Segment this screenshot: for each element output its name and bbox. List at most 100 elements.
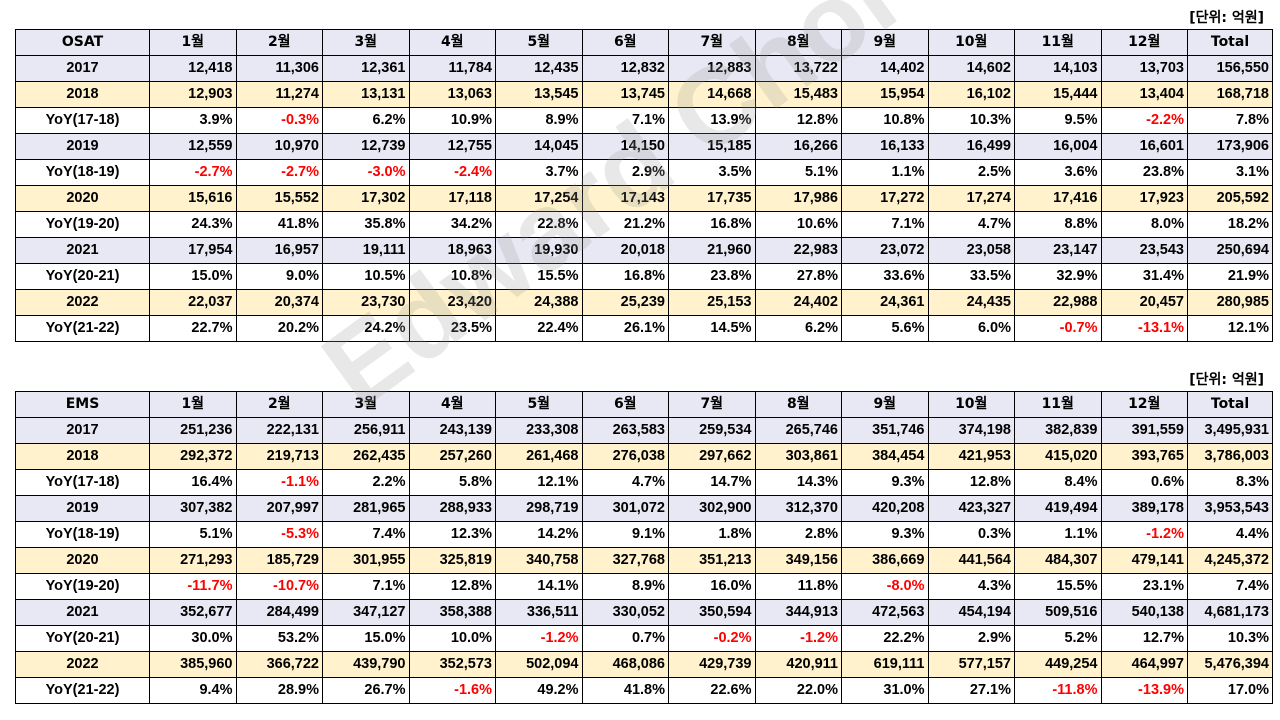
year-row: 2019 307,382 207,997 281,965 288,933 298,719 3…	[15, 495, 1273, 522]
year-row: 2022 385,960 366,722 439,790 352,573 502,094 4…	[15, 651, 1273, 678]
table-cell: 12,739	[322, 133, 410, 160]
table-cell: 276,038	[581, 443, 669, 470]
table-cell: 15.5%	[1014, 573, 1102, 600]
table-cell: 3.6%	[1014, 159, 1102, 186]
table-cell: 41.8%	[581, 677, 669, 704]
row-label: YoY(19-20)	[15, 573, 150, 600]
table-cell: 3,786,003	[1187, 443, 1273, 470]
table-cell: 13,545	[495, 81, 583, 108]
yoy-row: YoY(19-20) 24.3% 41.8% 35.8% 34.2% 22.8% 21.2%…	[15, 211, 1273, 238]
table-cell: 24,388	[495, 289, 583, 316]
table-cell: 20,018	[581, 237, 669, 264]
table-cell: 429,739	[668, 651, 756, 678]
table-cell: 28.9%	[235, 677, 323, 704]
table-cell: 15.5%	[495, 263, 583, 290]
yoy-row: YoY(18-19) -2.7% -2.7% -3.0% -2.4% 3.7% 2.9% 3.…	[15, 159, 1273, 186]
table-cell: 10.3%	[927, 107, 1015, 134]
column-header: 7월	[668, 391, 756, 418]
table-cell: 207,997	[235, 495, 323, 522]
table-cell: 19,930	[495, 237, 583, 264]
table-cell: 8.3%	[1187, 469, 1273, 496]
table-cell: 13.9%	[668, 107, 756, 134]
table-cell: 13,722	[754, 55, 842, 82]
column-header: 12월	[1100, 29, 1188, 56]
column-header: 4월	[408, 29, 496, 56]
column-header: 3월	[322, 29, 410, 56]
table-cell: 297,662	[668, 443, 756, 470]
table-cell: 219,713	[235, 443, 323, 470]
column-header: 1월	[149, 391, 237, 418]
table-cell: 298,719	[495, 495, 583, 522]
table-cell: 259,534	[668, 417, 756, 444]
table-cell: 12,903	[149, 81, 237, 108]
ems-table-body: 2017 251,236 222,131 256,911 243,139 233,308 2…	[15, 417, 1273, 704]
table-cell: 14,602	[927, 55, 1015, 82]
table-cell: 10.6%	[754, 211, 842, 238]
table-cell: 22,988	[1014, 289, 1102, 316]
table-cell: 6.2%	[322, 107, 410, 134]
table-cell: 468,086	[581, 651, 669, 678]
table-cell: 14,103	[1014, 55, 1102, 82]
table-cell: 250,694	[1187, 237, 1273, 264]
table-cell: 31.4%	[1100, 263, 1188, 290]
column-header: 5월	[495, 29, 583, 56]
row-label: 2017	[15, 417, 150, 444]
table-cell: 2.2%	[322, 469, 410, 496]
table-cell: 352,677	[149, 599, 237, 626]
table-cell: 17,274	[927, 185, 1015, 212]
table-cell: -0.7%	[1014, 315, 1102, 342]
table-cell: 3,953,543	[1187, 495, 1273, 522]
table-cell: 12,883	[668, 55, 756, 82]
table-cell: 0.6%	[1100, 469, 1188, 496]
table-cell: 32.9%	[1014, 263, 1102, 290]
table-cell: 17,272	[841, 185, 929, 212]
table-cell: 12,832	[581, 55, 669, 82]
table-cell: 439,790	[322, 651, 410, 678]
table-cell: 347,127	[322, 599, 410, 626]
table-cell: 14,150	[581, 133, 669, 160]
yoy-row: YoY(21-22) 22.7% 20.2% 24.2% 23.5% 22.4% 26.1%…	[15, 315, 1273, 342]
column-header: Total	[1187, 29, 1273, 56]
table-cell: 31.0%	[841, 677, 929, 704]
row-label: 2020	[15, 185, 150, 212]
osat-table-header: OSAT 1월 2월 3월 4월 5월 6월 7월 8월 9월 10월 11월 12월 Total	[15, 29, 1273, 56]
table-cell: 351,213	[668, 547, 756, 574]
table-cell: 22.4%	[495, 315, 583, 342]
column-header: 8월	[754, 29, 842, 56]
year-row: 2017 12,418 11,306 12,361 11,784 12,435 12,832…	[15, 55, 1273, 82]
table-cell: 484,307	[1014, 547, 1102, 574]
table-cell: 22.0%	[754, 677, 842, 704]
table-cell: -5.3%	[235, 521, 323, 548]
table-cell: -0.3%	[235, 107, 323, 134]
table-cell: 5,476,394	[1187, 651, 1273, 678]
table-cell: 9.1%	[581, 521, 669, 548]
column-header: 7월	[668, 29, 756, 56]
table-cell: 251,236	[149, 417, 237, 444]
row-label: YoY(18-19)	[15, 159, 150, 186]
table-cell: 9.0%	[235, 263, 323, 290]
table-cell: 307,382	[149, 495, 237, 522]
table-cell: 15,954	[841, 81, 929, 108]
table-cell: 2.8%	[754, 521, 842, 548]
table-cell: 10.5%	[322, 263, 410, 290]
table-cell: 17,735	[668, 185, 756, 212]
table-cell: 391,559	[1100, 417, 1188, 444]
table-cell: 24.3%	[149, 211, 237, 238]
table-cell: 312,370	[754, 495, 842, 522]
table-cell: -2.7%	[149, 159, 237, 186]
year-row: 2017 251,236 222,131 256,911 243,139 233,308 2…	[15, 417, 1273, 444]
table-cell: 12.8%	[754, 107, 842, 134]
table-cell: 9.4%	[149, 677, 237, 704]
yoy-row: YoY(19-20) -11.7% -10.7% 7.1% 12.8% 14.1% 8.9%…	[15, 573, 1273, 600]
table-cell: 1.8%	[668, 521, 756, 548]
table-cell: 15.0%	[322, 625, 410, 652]
table-cell: 619,111	[841, 651, 929, 678]
table-cell: 4.3%	[927, 573, 1015, 600]
table-cell: 18.2%	[1187, 211, 1273, 238]
table-cell: 8.0%	[1100, 211, 1188, 238]
table-cell: 12,559	[149, 133, 237, 160]
row-label: 2018	[15, 443, 150, 470]
row-label: YoY(18-19)	[15, 521, 150, 548]
table-cell: 9.3%	[841, 469, 929, 496]
table-cell: 11,306	[235, 55, 323, 82]
